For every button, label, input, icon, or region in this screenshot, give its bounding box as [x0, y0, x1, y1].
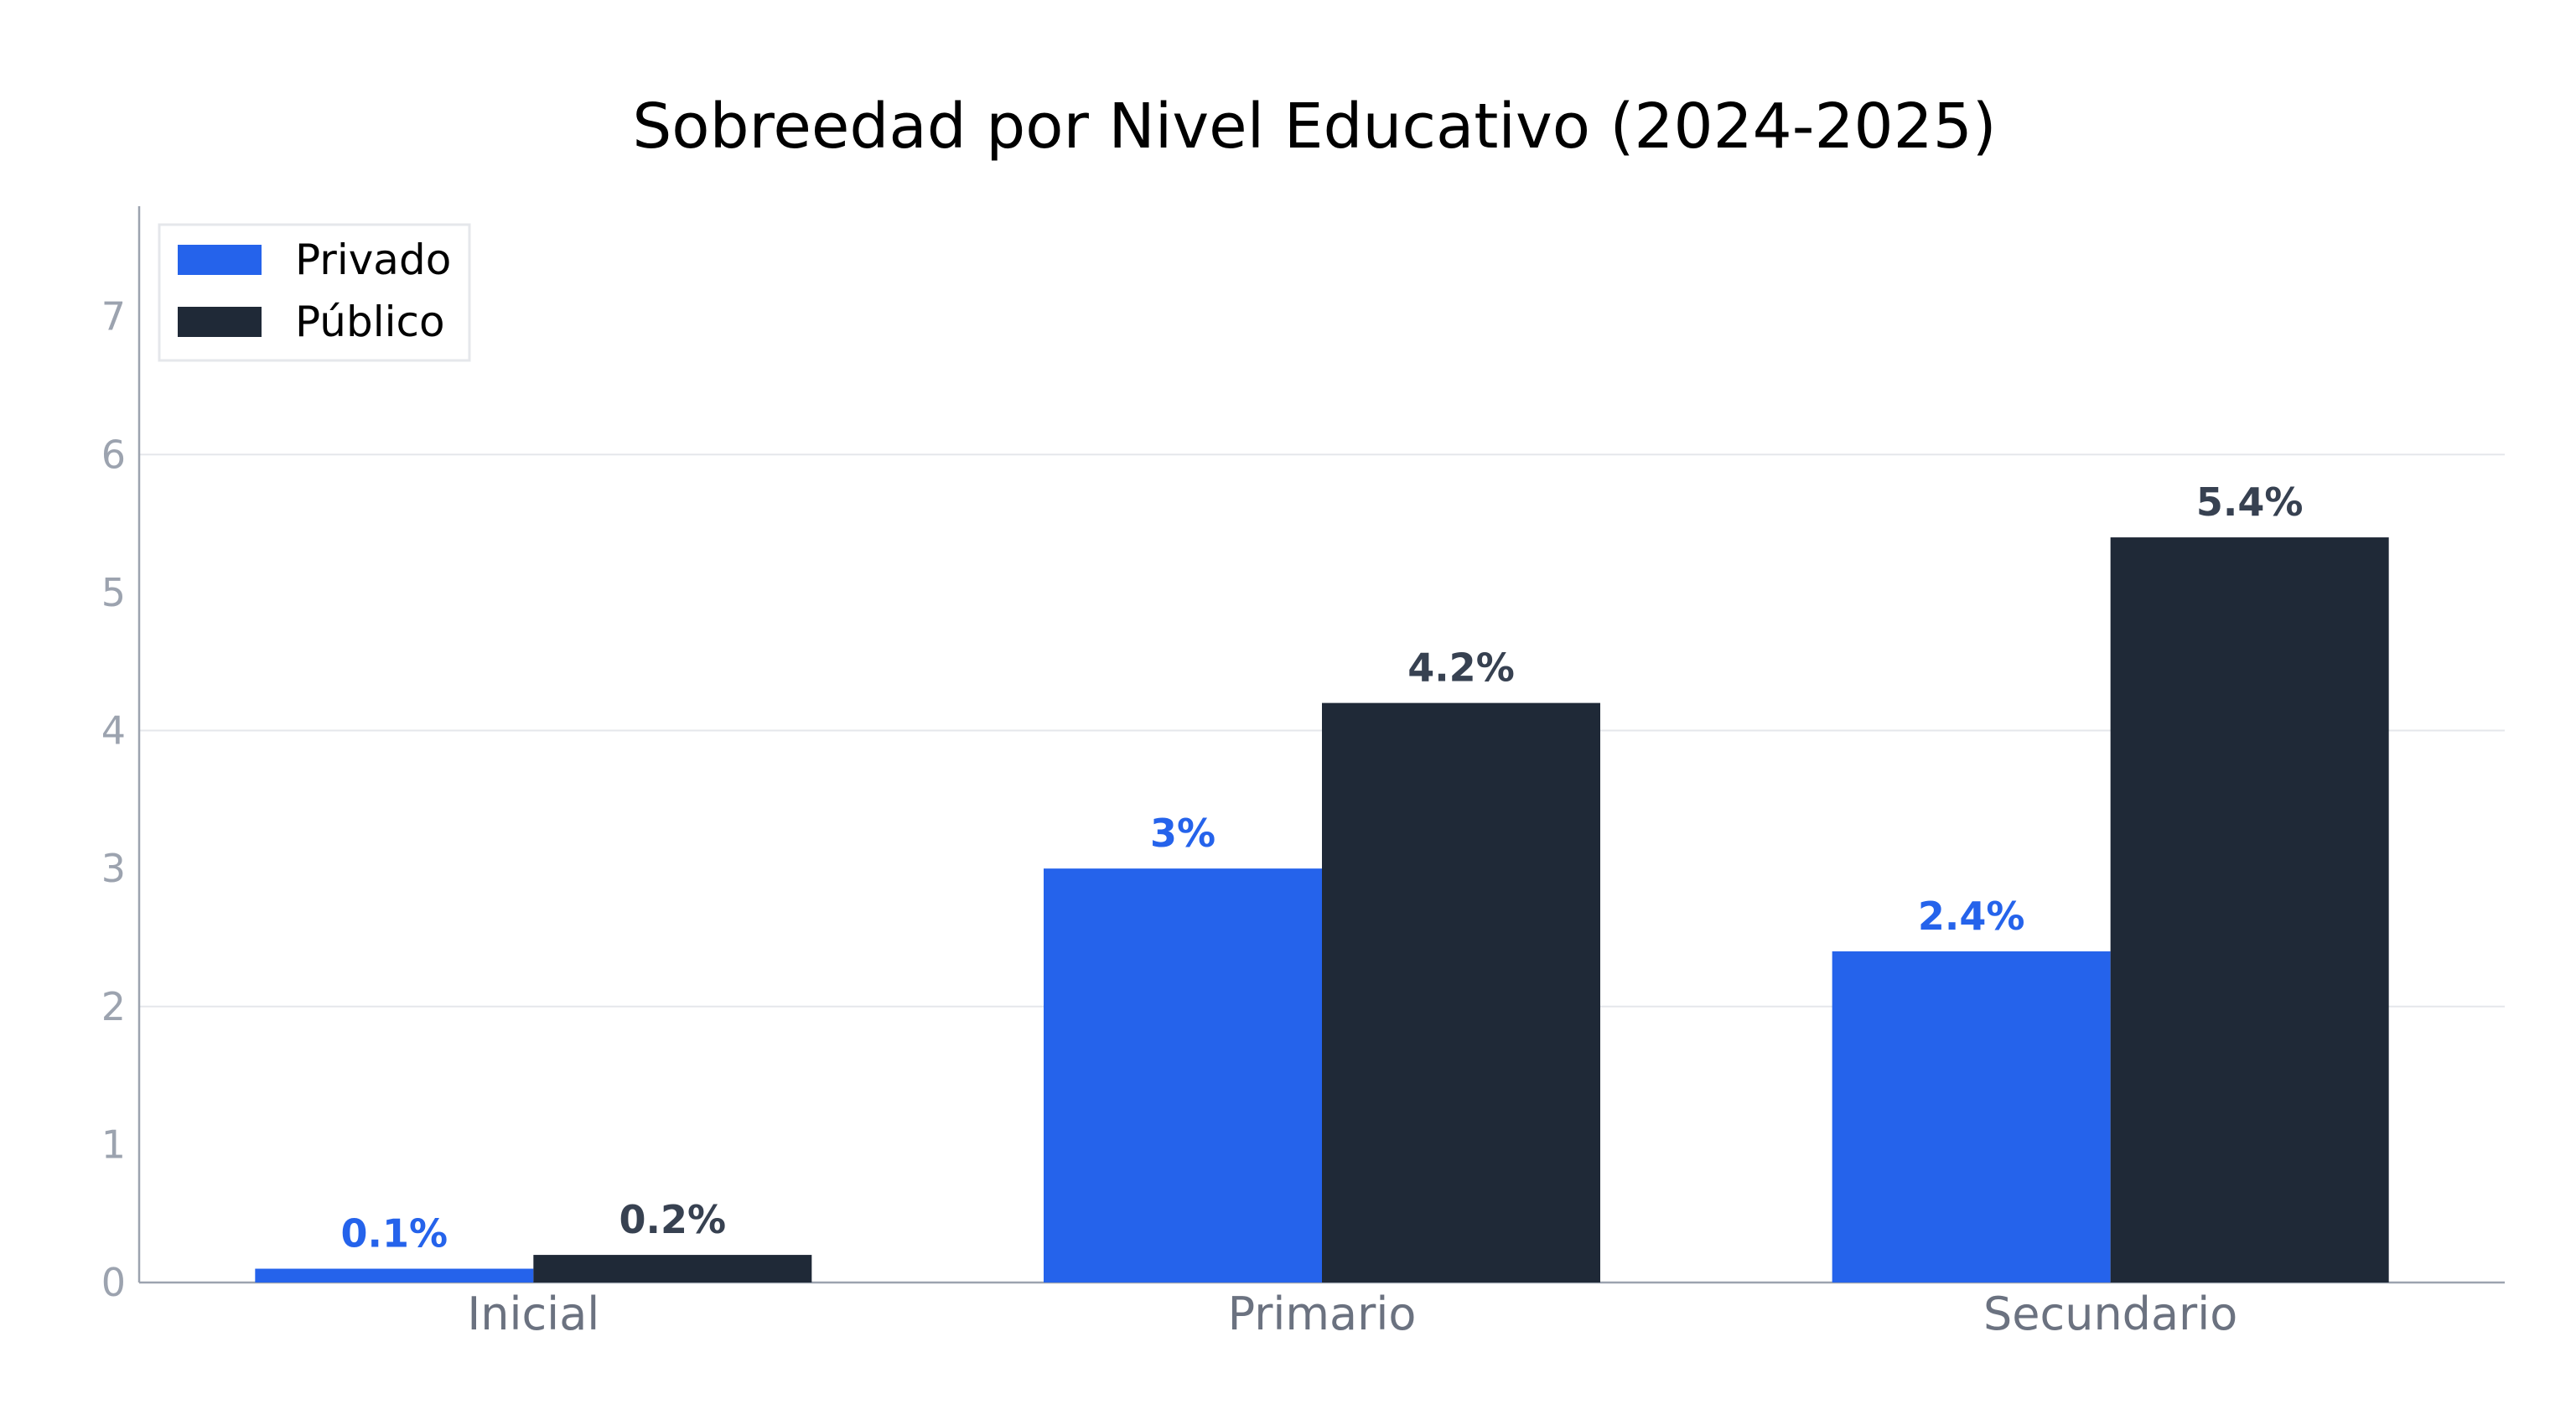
x-axis-ticks: Inicial Primario Secundario	[467, 1288, 2237, 1340]
data-label: 2.4%	[1918, 894, 2025, 939]
data-labels: 0.1% 0.2% 3% 4.2% 2.4% 5.4%	[341, 479, 2304, 1256]
y-tick-label: 4	[101, 708, 126, 754]
x-tick-label: Inicial	[467, 1288, 599, 1340]
y-tick-label: 6	[101, 432, 126, 477]
bar-privado-inicial	[255, 1268, 534, 1282]
y-tick-label: 7	[101, 294, 126, 339]
data-label: 5.4%	[2196, 479, 2304, 525]
legend-swatch-privado	[178, 245, 262, 275]
data-label: 3%	[1150, 811, 1215, 856]
data-label: 4.2%	[1407, 645, 1515, 691]
bars	[255, 537, 2389, 1282]
bar-privado-secundario	[1832, 951, 2111, 1282]
chart-title: Sobreedad por Nivel Educativo (2024-2025…	[632, 91, 1996, 163]
x-tick-label: Secundario	[1983, 1288, 2237, 1340]
y-axis-ticks: 0 1 2 3 4 5 6 7	[101, 294, 126, 1305]
legend-swatch-público	[178, 307, 262, 337]
bar-privado-primario	[1044, 868, 1322, 1282]
y-tick-label: 2	[101, 984, 126, 1029]
legend-label: Público	[295, 298, 445, 346]
legend-label: Privado	[295, 236, 451, 284]
x-tick-label: Primario	[1228, 1288, 1417, 1340]
y-tick-label: 0	[101, 1260, 126, 1305]
data-label: 0.1%	[341, 1211, 448, 1257]
bar-público-primario	[1322, 702, 1600, 1282]
bar-público-secundario	[2110, 537, 2389, 1282]
y-tick-label: 3	[101, 846, 126, 891]
legend: Privado Público	[158, 223, 471, 362]
y-tick-label: 5	[101, 570, 126, 615]
data-label: 0.2%	[619, 1197, 727, 1242]
bar-público-inicial	[533, 1255, 812, 1282]
y-tick-label: 1	[101, 1122, 126, 1167]
